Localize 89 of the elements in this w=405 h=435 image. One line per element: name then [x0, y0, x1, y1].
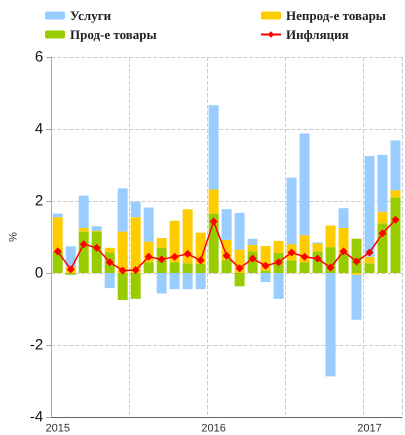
- bar: [234, 273, 245, 286]
- bar: [286, 260, 297, 273]
- bar: [118, 232, 128, 273]
- bar: [286, 178, 297, 244]
- bar: [118, 188, 128, 232]
- bar: [170, 220, 180, 262]
- bar: [118, 273, 128, 300]
- y-tick-label: 0: [34, 264, 44, 282]
- bar: [52, 217, 63, 252]
- point: [352, 257, 361, 266]
- point: [54, 247, 62, 256]
- bar: [248, 244, 258, 252]
- bar: [390, 190, 401, 198]
- bar: [234, 212, 245, 250]
- point: [132, 266, 140, 274]
- bar: [338, 208, 349, 228]
- bar: [170, 262, 180, 273]
- point: [262, 262, 270, 270]
- bar: [378, 212, 388, 224]
- bar: [364, 156, 375, 257]
- point: [300, 252, 309, 261]
- bar: [222, 260, 232, 273]
- bar: [378, 223, 388, 273]
- bar: [130, 217, 141, 273]
- bar: [182, 263, 193, 273]
- y-tick-label: -2: [30, 336, 44, 354]
- point: [236, 264, 244, 272]
- bar: [338, 253, 349, 273]
- bar: [352, 274, 362, 320]
- bar: [390, 140, 401, 190]
- point: [340, 247, 348, 256]
- y-tick-label: 2: [34, 192, 44, 210]
- bar: [196, 273, 206, 290]
- bar: [78, 228, 89, 232]
- bar: [52, 214, 63, 218]
- point: [392, 216, 400, 224]
- point: [170, 252, 179, 261]
- y-tick-label: 4: [34, 120, 44, 138]
- bar: [274, 273, 284, 299]
- legend-label: Прод-е товары: [70, 27, 157, 42]
- bar: [144, 262, 154, 273]
- bar: [208, 189, 219, 214]
- point: [144, 252, 153, 261]
- bar: [364, 256, 375, 264]
- point: [378, 229, 387, 238]
- bar: [130, 273, 141, 299]
- bar: [274, 240, 284, 253]
- bar: [222, 209, 232, 240]
- point: [92, 244, 101, 252]
- bar: [248, 238, 258, 245]
- legend-label: Непрод-е товары: [286, 8, 386, 23]
- bar: [196, 264, 206, 273]
- point: [80, 240, 88, 248]
- point: [366, 248, 374, 256]
- point: [184, 250, 192, 258]
- point: [210, 218, 218, 226]
- bar: [312, 243, 323, 252]
- point: [118, 266, 127, 274]
- y-axis-title: %: [8, 232, 20, 242]
- bar: [326, 273, 336, 376]
- bar: [390, 197, 401, 273]
- bar: [156, 238, 167, 248]
- bar: [326, 225, 336, 248]
- bar: [144, 207, 154, 242]
- bar: [182, 209, 193, 264]
- point: [196, 256, 205, 264]
- point: [222, 252, 231, 260]
- bar: [78, 196, 89, 228]
- x-tick-label: 2015: [45, 422, 70, 434]
- bar: [104, 248, 115, 252]
- bar: [208, 105, 219, 190]
- point: [326, 264, 335, 272]
- bar: [170, 273, 180, 290]
- bar: [104, 273, 115, 288]
- bar: [364, 263, 375, 273]
- bar: [378, 154, 388, 212]
- x-tick-label: 2017: [357, 422, 382, 434]
- x-tick-label: 2016: [201, 422, 226, 434]
- bar: [130, 202, 141, 218]
- bar: [260, 273, 271, 282]
- bar: [92, 226, 102, 231]
- bar: [300, 133, 310, 236]
- y-tick-label: 6: [34, 48, 44, 66]
- bar: [156, 273, 167, 294]
- bar: [182, 273, 193, 290]
- bar: [300, 262, 310, 273]
- legend-label: Инфляция: [286, 27, 349, 42]
- y-tick-label: -4: [30, 408, 44, 426]
- legend-label: Услуги: [70, 8, 112, 23]
